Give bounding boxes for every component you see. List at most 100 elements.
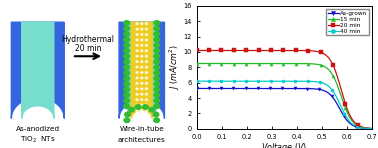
Circle shape (154, 93, 160, 97)
Circle shape (154, 21, 160, 25)
Polygon shape (132, 22, 152, 118)
Circle shape (154, 43, 160, 47)
X-axis label: $\it{Voltage}$ $\it{(V)}$: $\it{Voltage}$ $\it{(V)}$ (261, 141, 308, 148)
Circle shape (141, 50, 143, 52)
Circle shape (154, 87, 160, 92)
Circle shape (154, 54, 160, 58)
Circle shape (143, 105, 148, 109)
Circle shape (154, 48, 160, 53)
Circle shape (124, 82, 130, 86)
Circle shape (136, 72, 138, 73)
Circle shape (154, 59, 160, 64)
Circle shape (146, 34, 147, 35)
Circle shape (146, 99, 147, 100)
Circle shape (141, 99, 143, 100)
Circle shape (136, 50, 138, 52)
Circle shape (141, 110, 143, 111)
Circle shape (141, 66, 143, 68)
Circle shape (154, 71, 160, 75)
Circle shape (154, 118, 160, 123)
Circle shape (141, 83, 143, 84)
Circle shape (154, 76, 160, 81)
Circle shape (136, 34, 138, 35)
Circle shape (154, 104, 160, 108)
Circle shape (124, 87, 130, 92)
Circle shape (124, 59, 130, 64)
Circle shape (124, 71, 130, 75)
Circle shape (146, 39, 147, 41)
Polygon shape (119, 22, 164, 118)
Circle shape (154, 37, 160, 42)
Text: As-anodized: As-anodized (16, 126, 60, 132)
Circle shape (146, 110, 147, 111)
Circle shape (149, 107, 155, 112)
Circle shape (154, 26, 160, 31)
Circle shape (124, 32, 130, 36)
Circle shape (146, 28, 147, 30)
Circle shape (141, 115, 143, 117)
Circle shape (125, 112, 130, 117)
Circle shape (146, 93, 147, 95)
Circle shape (141, 88, 143, 90)
Circle shape (135, 105, 141, 109)
Circle shape (136, 104, 138, 106)
Circle shape (124, 118, 130, 123)
Text: 20 min: 20 min (74, 44, 101, 53)
Circle shape (141, 28, 143, 30)
Circle shape (154, 98, 160, 103)
Circle shape (146, 88, 147, 90)
Circle shape (146, 83, 147, 84)
Circle shape (136, 88, 138, 90)
Circle shape (136, 93, 138, 95)
Text: Wire-in-tube: Wire-in-tube (119, 126, 164, 132)
Circle shape (141, 104, 143, 106)
Circle shape (146, 115, 147, 117)
Circle shape (153, 112, 159, 117)
Circle shape (146, 56, 147, 57)
Circle shape (141, 23, 143, 24)
Polygon shape (128, 22, 156, 118)
Circle shape (136, 61, 138, 62)
Circle shape (124, 54, 130, 58)
Circle shape (141, 77, 143, 79)
Text: Hydrothermal: Hydrothermal (61, 36, 115, 44)
Circle shape (124, 43, 130, 47)
Circle shape (136, 28, 138, 30)
Y-axis label: $\it{J}$ $(mA/cm^2)$: $\it{J}$ $(mA/cm^2)$ (167, 44, 182, 90)
Circle shape (141, 56, 143, 57)
Circle shape (154, 65, 160, 70)
Circle shape (141, 72, 143, 73)
Polygon shape (22, 22, 54, 118)
Circle shape (146, 23, 147, 24)
Circle shape (154, 32, 160, 36)
Circle shape (136, 56, 138, 57)
Circle shape (136, 39, 138, 41)
Circle shape (141, 61, 143, 62)
Circle shape (124, 21, 130, 25)
Circle shape (154, 82, 160, 86)
Circle shape (146, 45, 147, 46)
Circle shape (136, 45, 138, 46)
Circle shape (146, 104, 147, 106)
Legend: As-grown, 15 min, 20 min, 40 min: As-grown, 15 min, 20 min, 40 min (327, 9, 369, 35)
Circle shape (124, 26, 130, 31)
Circle shape (146, 66, 147, 68)
Circle shape (136, 99, 138, 100)
Text: architectures: architectures (118, 137, 166, 143)
Circle shape (136, 110, 138, 111)
Circle shape (136, 77, 138, 79)
Circle shape (141, 93, 143, 95)
Circle shape (124, 76, 130, 81)
Circle shape (141, 45, 143, 46)
Circle shape (124, 48, 130, 53)
Circle shape (124, 98, 130, 103)
Circle shape (124, 93, 130, 97)
Circle shape (136, 83, 138, 84)
Circle shape (124, 65, 130, 70)
Text: TiO$_2$  NTs: TiO$_2$ NTs (20, 135, 56, 145)
Circle shape (141, 34, 143, 35)
Circle shape (146, 77, 147, 79)
Circle shape (129, 107, 135, 112)
Circle shape (146, 72, 147, 73)
Circle shape (136, 23, 138, 24)
